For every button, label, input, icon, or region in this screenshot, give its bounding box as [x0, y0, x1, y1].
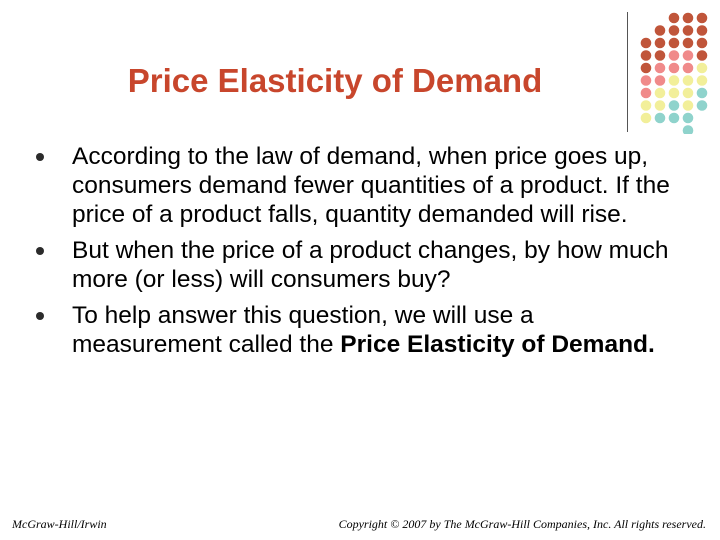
bullet-text: To help answer this question, we will us… [72, 302, 534, 358]
decor-dot [654, 112, 666, 124]
bullet-marker [36, 312, 44, 320]
bullet-marker [36, 153, 44, 161]
decor-dot [696, 37, 708, 49]
bullet-item: To help answer this question, we will us… [30, 301, 690, 359]
dot-grid [640, 12, 708, 134]
decor-dot [654, 100, 666, 111]
footer-copyright: Copyright © 2007 by The McGraw-Hill Comp… [338, 517, 706, 531]
slide-title: Price Elasticity of Demand [127, 62, 543, 99]
decor-dot [668, 75, 680, 86]
decor-dot [654, 87, 666, 99]
bullet-list: According to the law of demand, when pri… [30, 142, 690, 366]
decor-dot [696, 25, 708, 36]
bullet-item: According to the law of demand, when pri… [30, 142, 690, 229]
decor-dot [654, 25, 666, 36]
decor-dot [696, 12, 708, 24]
decor-dot [640, 75, 652, 86]
bullet-text: Price Elasticity of Demand. [340, 331, 655, 358]
decor-dot [640, 87, 652, 99]
decor-dot [654, 62, 666, 74]
decor-dot [640, 50, 652, 61]
decor-dot [654, 50, 666, 61]
decor-dot [682, 50, 694, 61]
decor-dot [682, 62, 694, 74]
bullet-text: According to the law of demand, when pri… [72, 143, 670, 228]
decor-dot [682, 100, 694, 111]
decor-dot [696, 87, 708, 99]
decor-dot [668, 100, 680, 111]
decor-dot [696, 75, 708, 86]
decor-dot [640, 37, 652, 49]
decor-dot [696, 50, 708, 61]
bullet-text: But when the price of a product changes,… [72, 237, 669, 293]
decor-dot [668, 87, 680, 99]
decor-dot [640, 112, 652, 124]
decor-dot [682, 37, 694, 49]
decor-dot [640, 100, 652, 111]
decor-dot [668, 62, 680, 74]
footer-publisher: McGraw-Hill/Irwin [12, 517, 107, 531]
decor-dot [682, 25, 694, 36]
decor-dot [682, 125, 694, 134]
decor-dot [654, 75, 666, 86]
decor-dot [696, 100, 708, 111]
decor-dot [668, 50, 680, 61]
decor-dot [654, 37, 666, 49]
decor-dot [640, 62, 652, 74]
decor-dot [668, 37, 680, 49]
decor-dot [682, 75, 694, 86]
decor-dot [682, 12, 694, 24]
decor-dot [682, 112, 694, 124]
decor-dot [668, 12, 680, 24]
decor-dot [668, 25, 680, 36]
bullet-item: But when the price of a product changes,… [30, 236, 690, 294]
divider-line [627, 12, 628, 132]
decor-dot [682, 87, 694, 99]
decor-dot [668, 112, 680, 124]
decor-dot [696, 62, 708, 74]
bullet-marker [36, 247, 44, 255]
